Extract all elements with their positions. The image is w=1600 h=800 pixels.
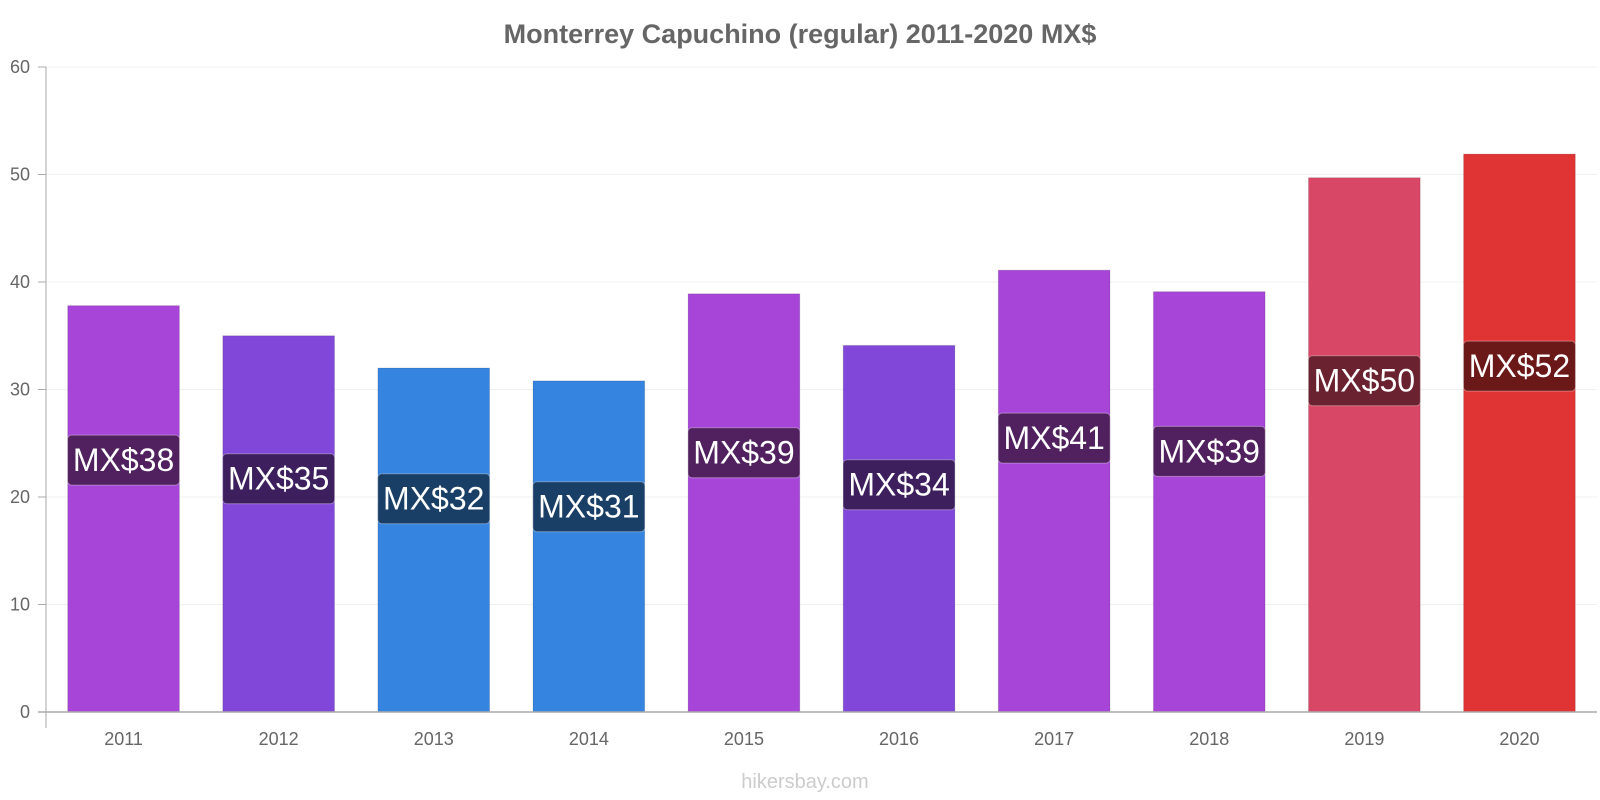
data-label: MX$32 [383, 481, 484, 517]
x-tick-label: 2019 [1344, 729, 1384, 749]
y-tick-label: 10 [10, 595, 30, 615]
data-label-box [1152, 425, 1266, 477]
y-tick-label: 30 [10, 380, 30, 400]
x-tick-label: 2017 [1034, 729, 1074, 749]
data-label: MX$38 [73, 442, 174, 478]
bars [67, 153, 1576, 713]
y-tick-label: 50 [10, 165, 30, 185]
data-label-box [222, 453, 336, 505]
data-label-box [67, 434, 181, 486]
y-tick-label: 20 [10, 487, 30, 507]
y-tick-label: 40 [10, 272, 30, 292]
bar-2017 [997, 269, 1111, 713]
x-tick-label: 2016 [879, 729, 919, 749]
data-label: MX$35 [228, 461, 329, 497]
data-label-box [1462, 340, 1576, 392]
chart-title: Monterrey Capuchino (regular) 2011-2020 … [504, 19, 1097, 49]
data-label: MX$34 [848, 467, 949, 503]
bar-2016 [842, 344, 956, 713]
bar-2020 [1463, 153, 1576, 713]
data-label: MX$39 [693, 435, 794, 471]
data-label: MX$39 [1159, 433, 1260, 469]
bar-2014 [532, 380, 646, 713]
data-label: MX$31 [538, 489, 639, 525]
y-axis-ticks: 0 10 20 30 40 50 60 [10, 57, 46, 722]
x-tick-label: 2012 [259, 729, 299, 749]
data-label: MX$50 [1314, 363, 1415, 399]
data-labels: MX$38 MX$35 MX$32 MX$31 MX$39 MX$34 MX$41 MX$39… [67, 340, 1576, 533]
data-label-box [997, 412, 1111, 464]
credit-text: hikersbay.com [741, 771, 868, 793]
bar-2018 [1152, 291, 1266, 713]
bar-2015 [687, 293, 801, 713]
data-label: MX$41 [1003, 420, 1104, 456]
data-label-box [1307, 355, 1421, 407]
x-tick-label: 2020 [1499, 729, 1539, 749]
bar-2013 [377, 367, 491, 713]
data-label-box [532, 481, 646, 533]
data-label-box [842, 459, 956, 511]
x-axis-ticks: 2011 2012 2013 2014 2015 2016 2017 2018 2019 2020 [104, 729, 1539, 749]
y-tick-label: 0 [20, 702, 30, 722]
data-label-box [687, 427, 801, 479]
x-tick-label: 2018 [1189, 729, 1229, 749]
x-tick-label: 2011 [104, 729, 143, 749]
x-tick-label: 2014 [569, 729, 609, 749]
y-tick-label: 60 [10, 57, 30, 77]
axes [38, 67, 1597, 728]
bar-2011 [67, 305, 180, 713]
x-tick-label: 2013 [414, 729, 454, 749]
data-label-box [377, 473, 491, 525]
bar-2012 [222, 335, 335, 713]
x-tick-label: 2015 [724, 729, 764, 749]
bar-2019 [1308, 177, 1421, 713]
data-label: MX$52 [1469, 348, 1570, 384]
